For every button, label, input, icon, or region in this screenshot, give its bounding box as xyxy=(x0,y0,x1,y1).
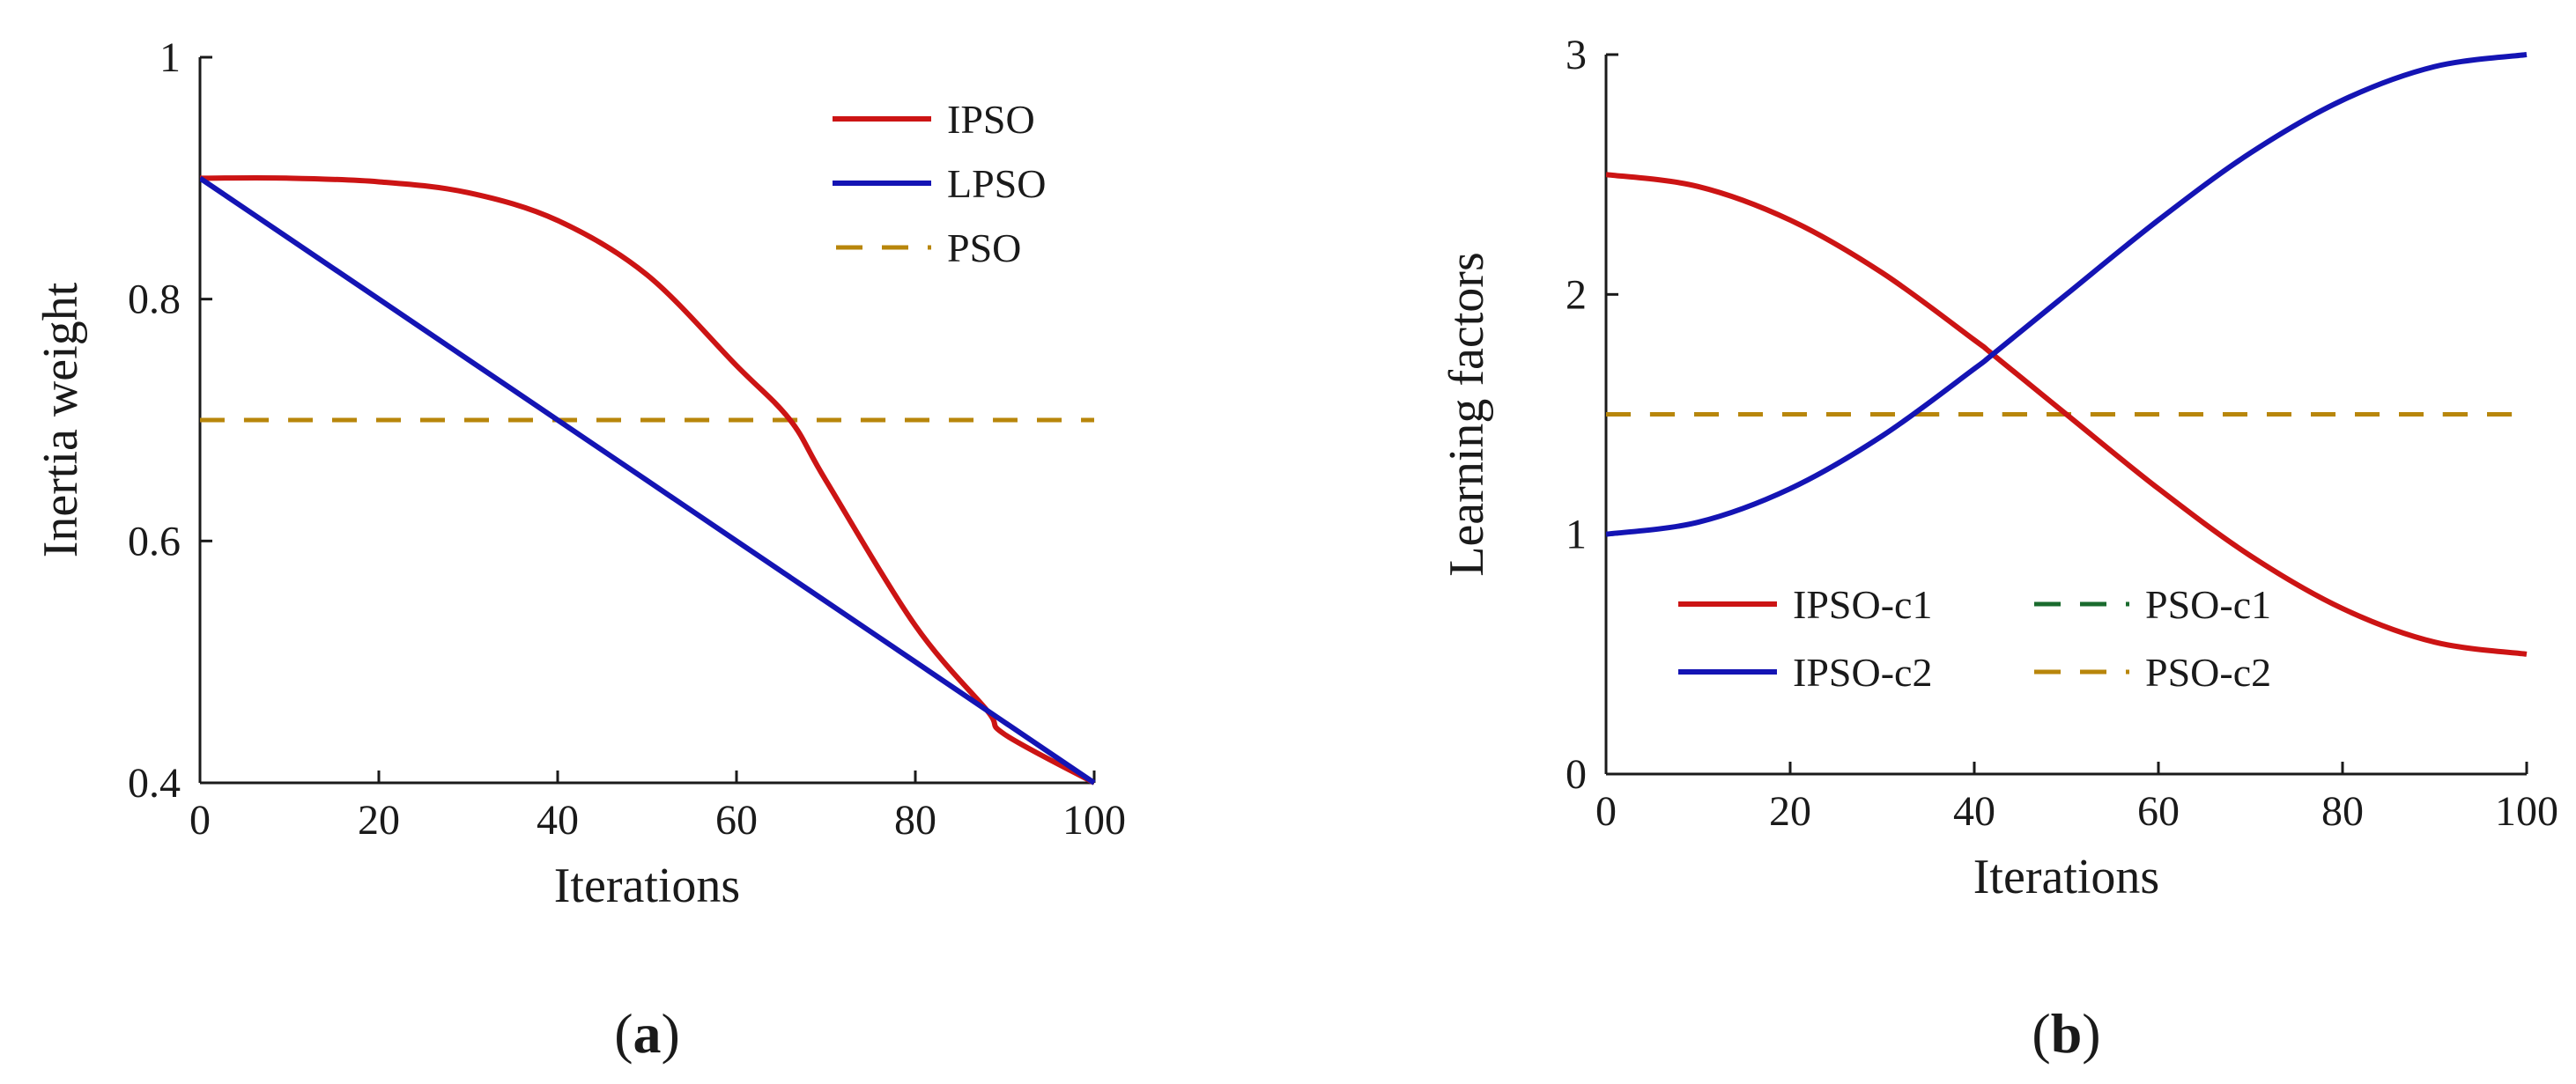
legend-label-ipso: IPSO xyxy=(947,97,1035,142)
x-axis-label: Iterations xyxy=(554,859,740,913)
x-tick-label: 60 xyxy=(2137,788,2180,835)
legend-label-ipso-c1: IPSO-c1 xyxy=(1793,582,1932,627)
panel-label: (a) xyxy=(614,1002,680,1065)
chart-panel-a: 0 20 40 60 80 100 0.4 0.6 0.8 1 Iterations Inertia … xyxy=(33,34,1126,1065)
x-tick-label: 20 xyxy=(1769,788,1811,835)
y-tick-label: 1 xyxy=(1566,512,1587,558)
y-tick-label: 1 xyxy=(159,34,181,81)
x-tick-label: 60 xyxy=(715,797,758,844)
y-axis-label: Inertia weight xyxy=(33,282,88,557)
legend-label-lpso: LPSO xyxy=(947,161,1046,206)
x-tick-label: 100 xyxy=(2495,788,2558,835)
series-line-lpso xyxy=(200,175,1096,785)
x-tick-label: 100 xyxy=(1062,797,1126,844)
series-line-ipso-c2 xyxy=(1606,52,2528,537)
y-tick-label: 2 xyxy=(1566,271,1587,318)
x-tick-label: 80 xyxy=(894,797,936,844)
legend-label-pso-c1: PSO-c1 xyxy=(2145,582,2271,627)
x-axis-label: Iterations xyxy=(1973,850,2159,904)
y-tick-label: 0.4 xyxy=(128,760,181,807)
x-tick-label: 80 xyxy=(2321,788,2364,835)
chart-panel-b: 0 20 40 60 80 100 0 1 2 3 Iterations Learning facto… xyxy=(1440,32,2558,1065)
y-axis-label: Learning factors xyxy=(1440,252,1494,576)
y-tick-label: 3 xyxy=(1566,32,1587,78)
legend-label-pso-c2: PSO-c2 xyxy=(2145,650,2271,695)
y-tick-label: 0.8 xyxy=(128,277,181,323)
legend-label-pso: PSO xyxy=(947,225,1021,270)
x-tick-label: 0 xyxy=(1595,788,1617,835)
y-tick-label: 0 xyxy=(1566,751,1587,798)
x-tick-label: 40 xyxy=(537,797,579,844)
series-line-ipso-c1 xyxy=(1606,172,2528,657)
x-tick-label: 40 xyxy=(1953,788,1995,835)
x-tick-label: 0 xyxy=(189,797,211,844)
y-tick-label: 0.6 xyxy=(128,518,181,564)
panel-label: (b) xyxy=(2032,1002,2100,1065)
x-tick-label: 20 xyxy=(358,797,400,844)
legend-label-ipso-c2: IPSO-c2 xyxy=(1793,650,1932,695)
